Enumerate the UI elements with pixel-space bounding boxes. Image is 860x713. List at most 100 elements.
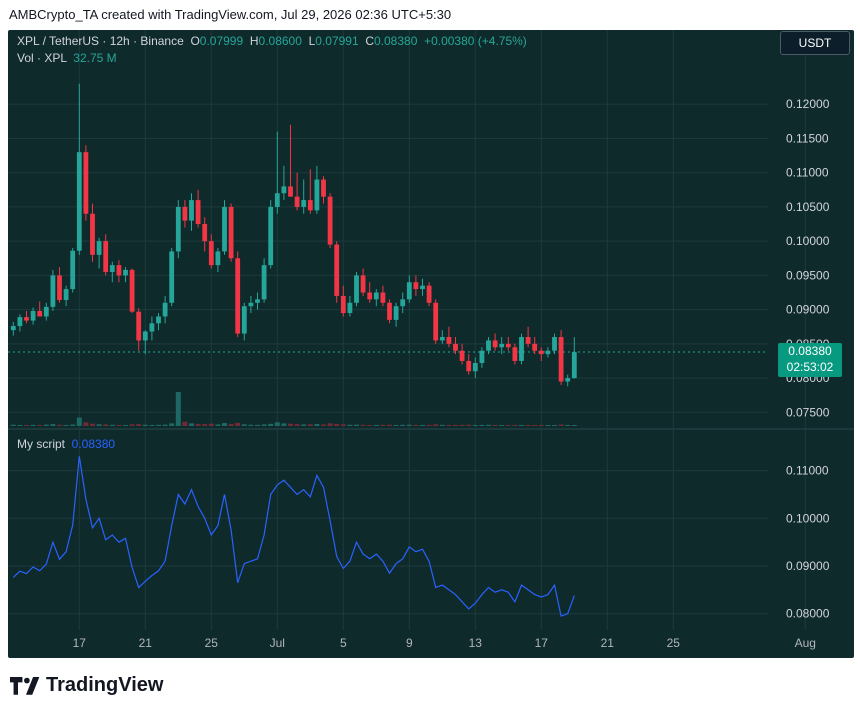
volume-bar: [505, 425, 511, 426]
volume-bar: [281, 423, 287, 426]
candle-body: [453, 343, 458, 351]
candle-body: [248, 302, 254, 307]
volume-bar: [116, 424, 122, 426]
last-price-tag: 0.08380 02:53:02: [778, 343, 842, 377]
candle-body: [360, 275, 366, 293]
volume-bar: [433, 424, 439, 426]
low-value: 0.07991: [315, 34, 359, 48]
indicator-value: 0.08380: [71, 437, 116, 451]
volume-bar: [169, 423, 175, 426]
x-tick-label: 25: [667, 636, 681, 650]
x-tick-label: 21: [139, 636, 153, 650]
candle-body: [565, 378, 571, 382]
low-label: L: [308, 34, 316, 48]
candle-body: [83, 152, 89, 214]
volume-bar: [255, 424, 260, 426]
volume-bar: [136, 424, 142, 426]
volume-bar: [426, 424, 432, 426]
volume-bar: [532, 425, 538, 426]
volume-bar: [354, 424, 359, 426]
candle-body: [129, 269, 135, 312]
y-tick-label: 0.11500: [786, 131, 829, 145]
candle-body: [571, 352, 577, 379]
volume-bars: [10, 392, 577, 426]
candle-body: [499, 343, 505, 348]
volume-bar: [565, 424, 571, 426]
volume-bar: [347, 424, 353, 426]
candle-body: [433, 302, 439, 341]
candle-body: [492, 340, 498, 348]
volume-bar: [301, 424, 307, 426]
x-tick-label: 25: [205, 636, 219, 650]
candle-body: [393, 306, 399, 320]
bar-countdown: 02:53:02: [786, 360, 834, 374]
volume-bar: [182, 421, 188, 426]
indicator-y-tick-label: 0.08000: [786, 607, 830, 621]
volume-bar: [228, 423, 234, 426]
brand-name: TradingView: [46, 674, 164, 696]
close-label: C: [365, 34, 374, 48]
volume-bar: [235, 422, 241, 426]
volume-bar: [571, 425, 577, 426]
chart-panel: 17 21 25 Jul 5 9 13 17 21 25 Aug 0.12000 0.11500 0.11…: [8, 30, 854, 658]
candle-body: [195, 200, 201, 225]
candle-body: [525, 337, 531, 344]
volume-bar: [142, 424, 148, 426]
candle-body: [255, 299, 260, 303]
candle-body: [24, 317, 29, 321]
volume-bar: [453, 424, 458, 426]
y-tick-label: 0.11000: [786, 166, 829, 180]
price-chart[interactable]: 17 21 25 Jul 5 9 13 17 21 25 Aug 0.12000 0.11500 0.11…: [8, 30, 854, 658]
volume-bar: [90, 423, 95, 426]
volume-bar: [175, 392, 181, 426]
volume-bar: [215, 424, 221, 426]
volume-bar: [109, 424, 115, 426]
volume-bar: [76, 417, 82, 426]
candle-body: [439, 337, 445, 341]
x-tick-label: 17: [535, 636, 549, 650]
volume-bar: [393, 424, 399, 426]
symbol-legend: XPL / TetherUS · 12h · Binance O0.07999 …: [17, 34, 527, 48]
candle-body: [373, 292, 379, 300]
volume-label: Vol · XPL: [17, 51, 67, 65]
candle-body: [261, 265, 267, 300]
candle-body: [202, 224, 208, 242]
candle-body: [294, 196, 300, 207]
volume-bar: [268, 423, 274, 426]
candle-body: [175, 206, 181, 252]
candle-body: [545, 350, 551, 355]
grid-lines: [8, 30, 854, 630]
volume-bar: [129, 424, 135, 426]
attribution-header: AMBCrypto_TA created with TradingView.co…: [9, 7, 452, 22]
candle-body: [281, 186, 287, 194]
candle-body: [109, 265, 115, 272]
volume-bar: [406, 424, 412, 426]
candle-body: [30, 310, 36, 321]
candle-body: [354, 275, 359, 303]
volume-bar: [545, 425, 551, 426]
candle-body: [63, 289, 69, 301]
candlesticks: [10, 83, 577, 387]
candle-body: [552, 337, 557, 351]
currency-button[interactable]: USDT: [780, 31, 850, 55]
volume-bar: [420, 424, 425, 426]
volume-bar: [360, 424, 366, 426]
candle-body: [70, 250, 76, 290]
candle-body: [321, 179, 326, 197]
volume-bar: [156, 424, 161, 426]
candle-body: [156, 316, 161, 324]
x-tick-label: 13: [469, 636, 483, 650]
symbol-label: XPL / TetherUS · 12h · Binance: [17, 34, 184, 48]
y-tick-label: 0.09500: [786, 268, 830, 282]
candle-body: [149, 323, 155, 332]
candle-body: [387, 302, 392, 320]
candle-body: [274, 193, 280, 207]
indicator-y-tick-label: 0.09000: [786, 559, 830, 573]
change-value: +0.00380 (+4.75%): [424, 34, 527, 48]
volume-legend: Vol · XPL 32.75 M: [17, 51, 117, 65]
candle-body: [215, 251, 221, 266]
candle-body: [189, 200, 194, 221]
volume-bar: [512, 424, 518, 426]
tradingview-logo-icon: [10, 677, 40, 695]
volume-bar: [10, 424, 16, 426]
